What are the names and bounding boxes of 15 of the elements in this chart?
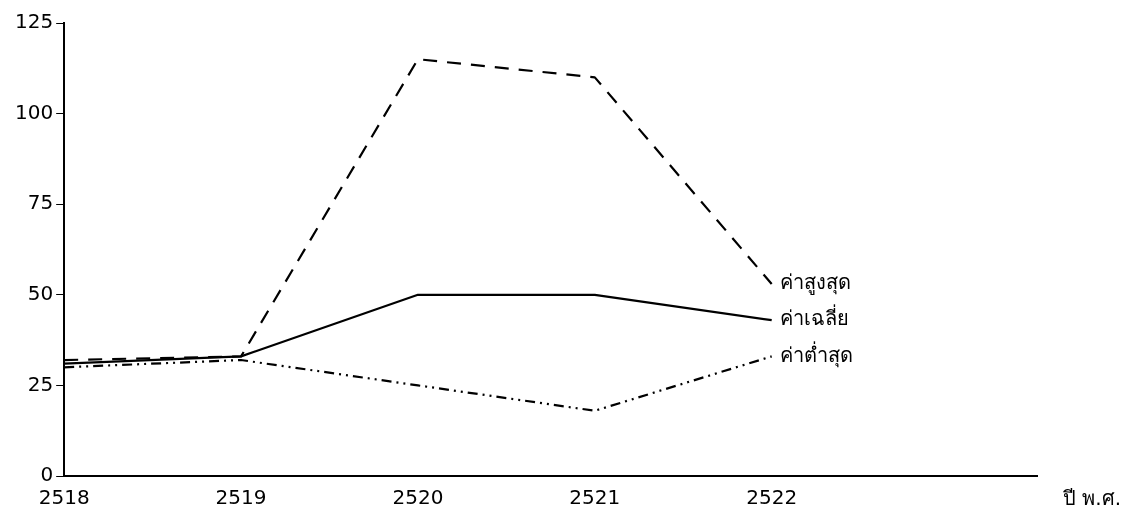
y-tick-label: 100 (14, 99, 54, 124)
x-tick-label: 2522 (746, 485, 798, 510)
x-tick-label: 2518 (38, 485, 90, 510)
y-tick-label: 125 (14, 9, 54, 34)
y-tick-label: 0 (40, 462, 54, 487)
y-tick-label: 25 (27, 371, 54, 396)
series-label: ค่าเฉลี่ย (779, 304, 849, 331)
y-tick-label: 75 (27, 190, 54, 215)
x-tick-label: 2520 (392, 485, 444, 510)
series-label: ค่าต่ำสุด (779, 340, 853, 368)
x-tick-label: 2519 (215, 485, 267, 510)
x-axis-title: ปี พ.ศ. (1062, 486, 1121, 511)
y-tick-label: 50 (27, 281, 54, 305)
x-tick-label: 2521 (569, 485, 621, 510)
series-label: ค่าสูงสุด (779, 270, 851, 296)
